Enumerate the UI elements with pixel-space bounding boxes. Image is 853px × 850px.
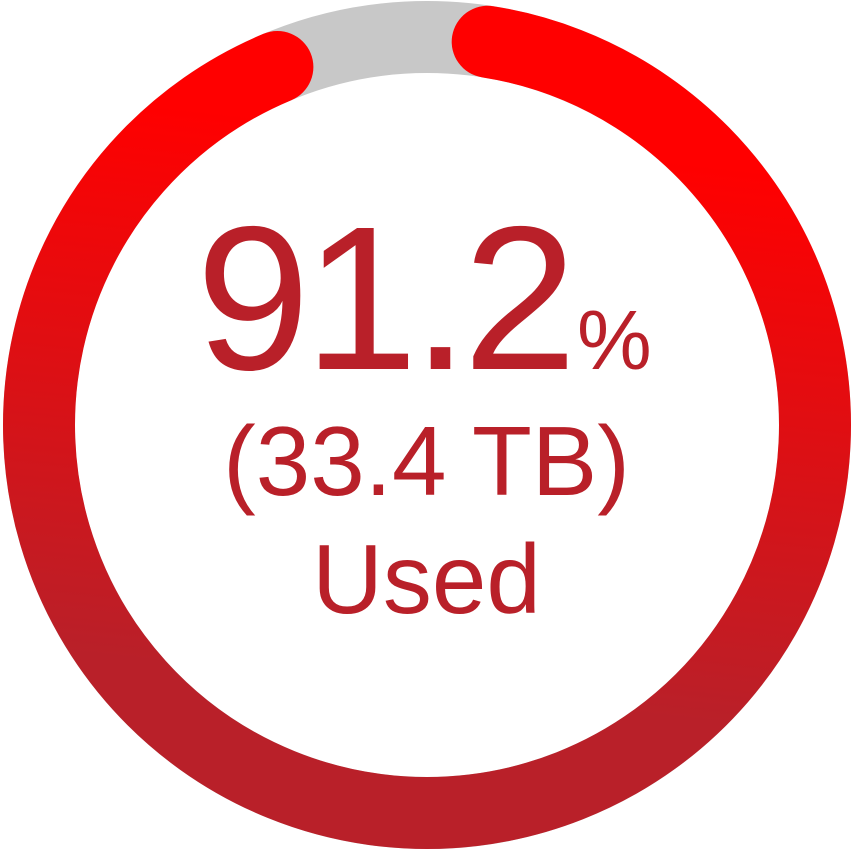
gauge-used-arc <box>3 5 851 849</box>
percent-value: 91.2 <box>196 184 577 413</box>
percent-line: 91.2% <box>196 196 696 401</box>
used-size: (33.4 TB) <box>223 406 630 516</box>
used-label: Used <box>312 524 541 634</box>
percent-unit: % <box>577 293 652 387</box>
